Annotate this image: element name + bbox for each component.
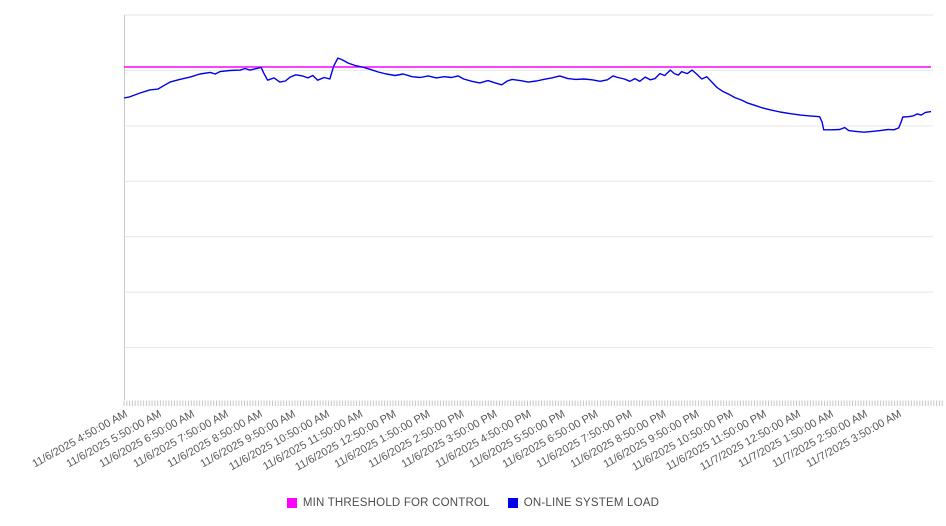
- chart-canvas: [123, 14, 943, 406]
- threshold-swatch: [286, 498, 297, 508]
- system-load-line: [123, 57, 932, 133]
- x-axis-minor-ticks: [123, 400, 943, 406]
- legend-label: MIN THRESHOLD FOR CONTROL: [302, 497, 490, 509]
- legend-label: ON-LINE SYSTEM LOAD: [523, 497, 660, 509]
- legend-item-threshold[interactable]: MIN THRESHOLD FOR CONTROL: [286, 497, 490, 509]
- legend-item-system-load[interactable]: ON-LINE SYSTEM LOAD: [507, 497, 660, 509]
- y-gridlines: [124, 14, 933, 349]
- chart-legend: MIN THRESHOLD FOR CONTROL ON-LINE SYSTEM …: [0, 497, 946, 509]
- system-load-swatch: [507, 498, 518, 508]
